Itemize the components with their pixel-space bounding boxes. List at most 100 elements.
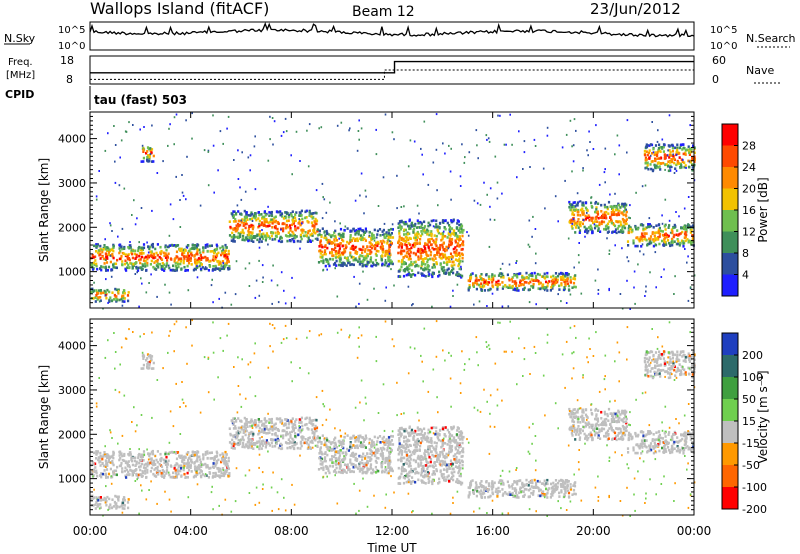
velocity-echo-cell: [188, 461, 191, 465]
velocity-echo-cell: [299, 430, 302, 434]
power-echo-cell: [377, 250, 380, 253]
velocity-echo-cell: [95, 450, 98, 453]
power-echo-cell: [266, 234, 269, 237]
power-echo-cell: [670, 143, 673, 147]
power-echo-cell: [671, 144, 674, 148]
power-echo-cell: [118, 298, 121, 302]
velocity-echo-cell: [172, 451, 175, 454]
power-echo-cell: [141, 144, 144, 147]
power-echo-cell: [199, 267, 203, 271]
power-echo-cell: [358, 138, 360, 141]
power-echo-cell: [563, 278, 566, 281]
velocity-echo-cell: [292, 423, 295, 426]
velocity-echo-cell: [275, 442, 278, 445]
power-echo-cell: [228, 220, 231, 223]
power-echo-cell: [92, 297, 95, 300]
power-echo-cell: [381, 262, 384, 266]
power-echo-cell: [597, 268, 599, 271]
power-echo-cell: [501, 281, 504, 284]
velocity-echo-cell: [265, 443, 268, 447]
power-echo-cell: [104, 294, 107, 297]
power-echo-cell: [543, 276, 546, 279]
power-echo-cell: [196, 258, 199, 262]
velocity-echo-cell: [152, 472, 155, 476]
power-echo-cell: [507, 286, 510, 289]
power-echo-cell: [546, 134, 549, 137]
velocity-echo-cell: [238, 430, 242, 434]
power-echo-cell: [284, 216, 287, 220]
power-echo-cell: [579, 208, 583, 212]
velocity-echo-cell: [321, 463, 324, 466]
power-echo-cell: [426, 258, 429, 262]
power-echo-cell: [336, 124, 339, 127]
velocity-echo-cell: [245, 429, 248, 433]
power-echo-cell: [515, 274, 518, 278]
power-echo-cell: [480, 282, 483, 285]
power-echo-cell: [398, 243, 401, 247]
power-echo-cell: [415, 232, 418, 235]
power-echo-cell: [656, 162, 659, 165]
power-echo-cell: [687, 240, 690, 244]
power-echo-cell: [545, 280, 548, 284]
velocity-echo-cell: [349, 454, 352, 457]
power-echo-cell: [118, 251, 121, 255]
power-echo-cell: [553, 281, 556, 284]
power-echo-cell: [388, 255, 391, 259]
power-echo-cell: [271, 222, 274, 225]
power-echo-cell: [522, 278, 525, 282]
power-echo-cell: [682, 242, 685, 245]
power-echo-cell: [640, 237, 643, 241]
velocity-echo-cell: [279, 442, 282, 446]
power-echo-cell: [341, 244, 344, 248]
power-echo-cell: [382, 233, 386, 236]
velocity-echo-cell: [417, 462, 420, 465]
power-echo-cell: [594, 279, 597, 282]
power-echo-cell: [682, 240, 685, 243]
power-echo-cell: [614, 205, 617, 209]
power-echo-cell: [376, 240, 379, 244]
power-echo-cell: [684, 151, 687, 155]
power-echo-cell: [174, 268, 177, 271]
velocity-echo-cell: [106, 476, 109, 479]
power-echo-cell: [342, 261, 345, 265]
power-echo-cell: [599, 230, 602, 233]
power-echo-cell: [120, 139, 123, 142]
power-echo-cell: [174, 262, 177, 265]
velocity-echo-cell: [263, 424, 266, 428]
power-echo-cell: [129, 244, 132, 247]
velocity-echo-cell: [329, 441, 332, 444]
velocity-echo-cell: [331, 441, 334, 444]
velocity-echo-cell: [339, 443, 343, 446]
power-echo-cell: [425, 230, 428, 233]
velocity-echo-cell: [189, 454, 192, 458]
power-echo-cell: [213, 249, 216, 252]
power-echo-cell: [101, 250, 104, 254]
power-echo-cell: [298, 218, 300, 221]
power-echo-cell: [680, 166, 683, 169]
power-echo-cell: [381, 255, 384, 258]
power-echo-cell: [459, 175, 462, 178]
velocity-echo-cell: [298, 421, 301, 424]
power-echo-cell: [672, 157, 676, 160]
velocity-echo-cell: [292, 446, 295, 450]
power-echo-cell: [408, 232, 411, 235]
power-echo-cell: [693, 274, 696, 277]
power-echo-cell: [432, 225, 435, 228]
power-echo-cell: [287, 215, 290, 219]
velocity-echo-cell: [315, 429, 318, 433]
power-echo-cell: [630, 230, 633, 234]
velocity-echo-cell: [158, 469, 162, 473]
power-echo-cell: [141, 282, 143, 285]
power-echo-cell: [294, 216, 297, 220]
power-echo-cell: [654, 157, 657, 161]
velocity-echo-cell: [230, 442, 233, 446]
power-echo-cell: [186, 155, 188, 158]
power-echo-cell: [305, 234, 308, 237]
power-echo-cell: [204, 246, 207, 249]
power-echo-cell: [651, 231, 654, 234]
velocity-echo-cell: [95, 471, 98, 475]
velocity-echo-cell: [324, 456, 327, 459]
power-echo-cell: [271, 231, 274, 235]
power-echo-cell: [338, 249, 341, 252]
